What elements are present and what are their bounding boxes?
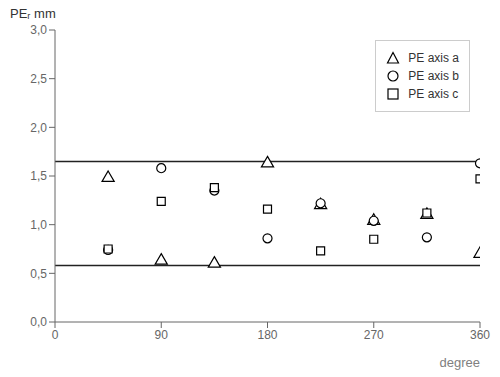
svg-text:2,5: 2,5 (30, 72, 47, 86)
html-text:PE axis b: PE axis b (408, 69, 459, 83)
svg-text:90: 90 (155, 328, 169, 342)
html-text:PE axis a: PE axis a (408, 51, 459, 65)
html-text:PEᵣ mm: PEᵣ mm (10, 6, 56, 21)
svg-text:360: 360 (470, 328, 490, 342)
svg-text:270: 270 (364, 328, 384, 342)
svg-text:0: 0 (52, 328, 59, 342)
svg-text:1,5: 1,5 (30, 169, 47, 183)
svg-text:2,0: 2,0 (30, 121, 47, 135)
svg-text:1,0: 1,0 (30, 218, 47, 232)
svg-text:0,5: 0,5 (30, 267, 47, 281)
svg-text:0,0: 0,0 (30, 315, 47, 329)
svg-text:3,0: 3,0 (30, 23, 47, 37)
svg-text:180: 180 (257, 328, 277, 342)
svg-text:degree: degree (440, 355, 480, 370)
html-text:PE axis c: PE axis c (408, 87, 459, 101)
